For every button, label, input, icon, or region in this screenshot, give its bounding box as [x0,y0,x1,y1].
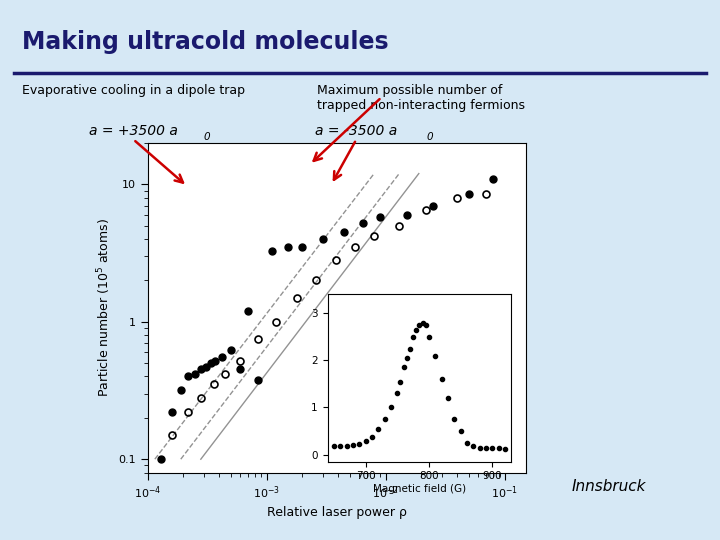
Y-axis label: Particle number (10$^5$ atoms): Particle number (10$^5$ atoms) [95,218,112,397]
Text: 0: 0 [426,132,433,142]
Text: Maximum possible number of
trapped non-interacting fermions: Maximum possible number of trapped non-i… [317,84,525,112]
Text: a = +3500 a: a = +3500 a [89,124,178,138]
X-axis label: Magnetic field (G): Magnetic field (G) [373,484,466,494]
X-axis label: Relative laser power ρ: Relative laser power ρ [266,507,407,519]
Text: Evaporative cooling in a dipole trap: Evaporative cooling in a dipole trap [22,84,245,97]
Text: a = -3500 a: a = -3500 a [315,124,397,138]
Text: 0: 0 [203,132,210,142]
Text: Making ultracold molecules: Making ultracold molecules [22,30,388,53]
Text: Innsbruck: Innsbruck [571,479,646,494]
